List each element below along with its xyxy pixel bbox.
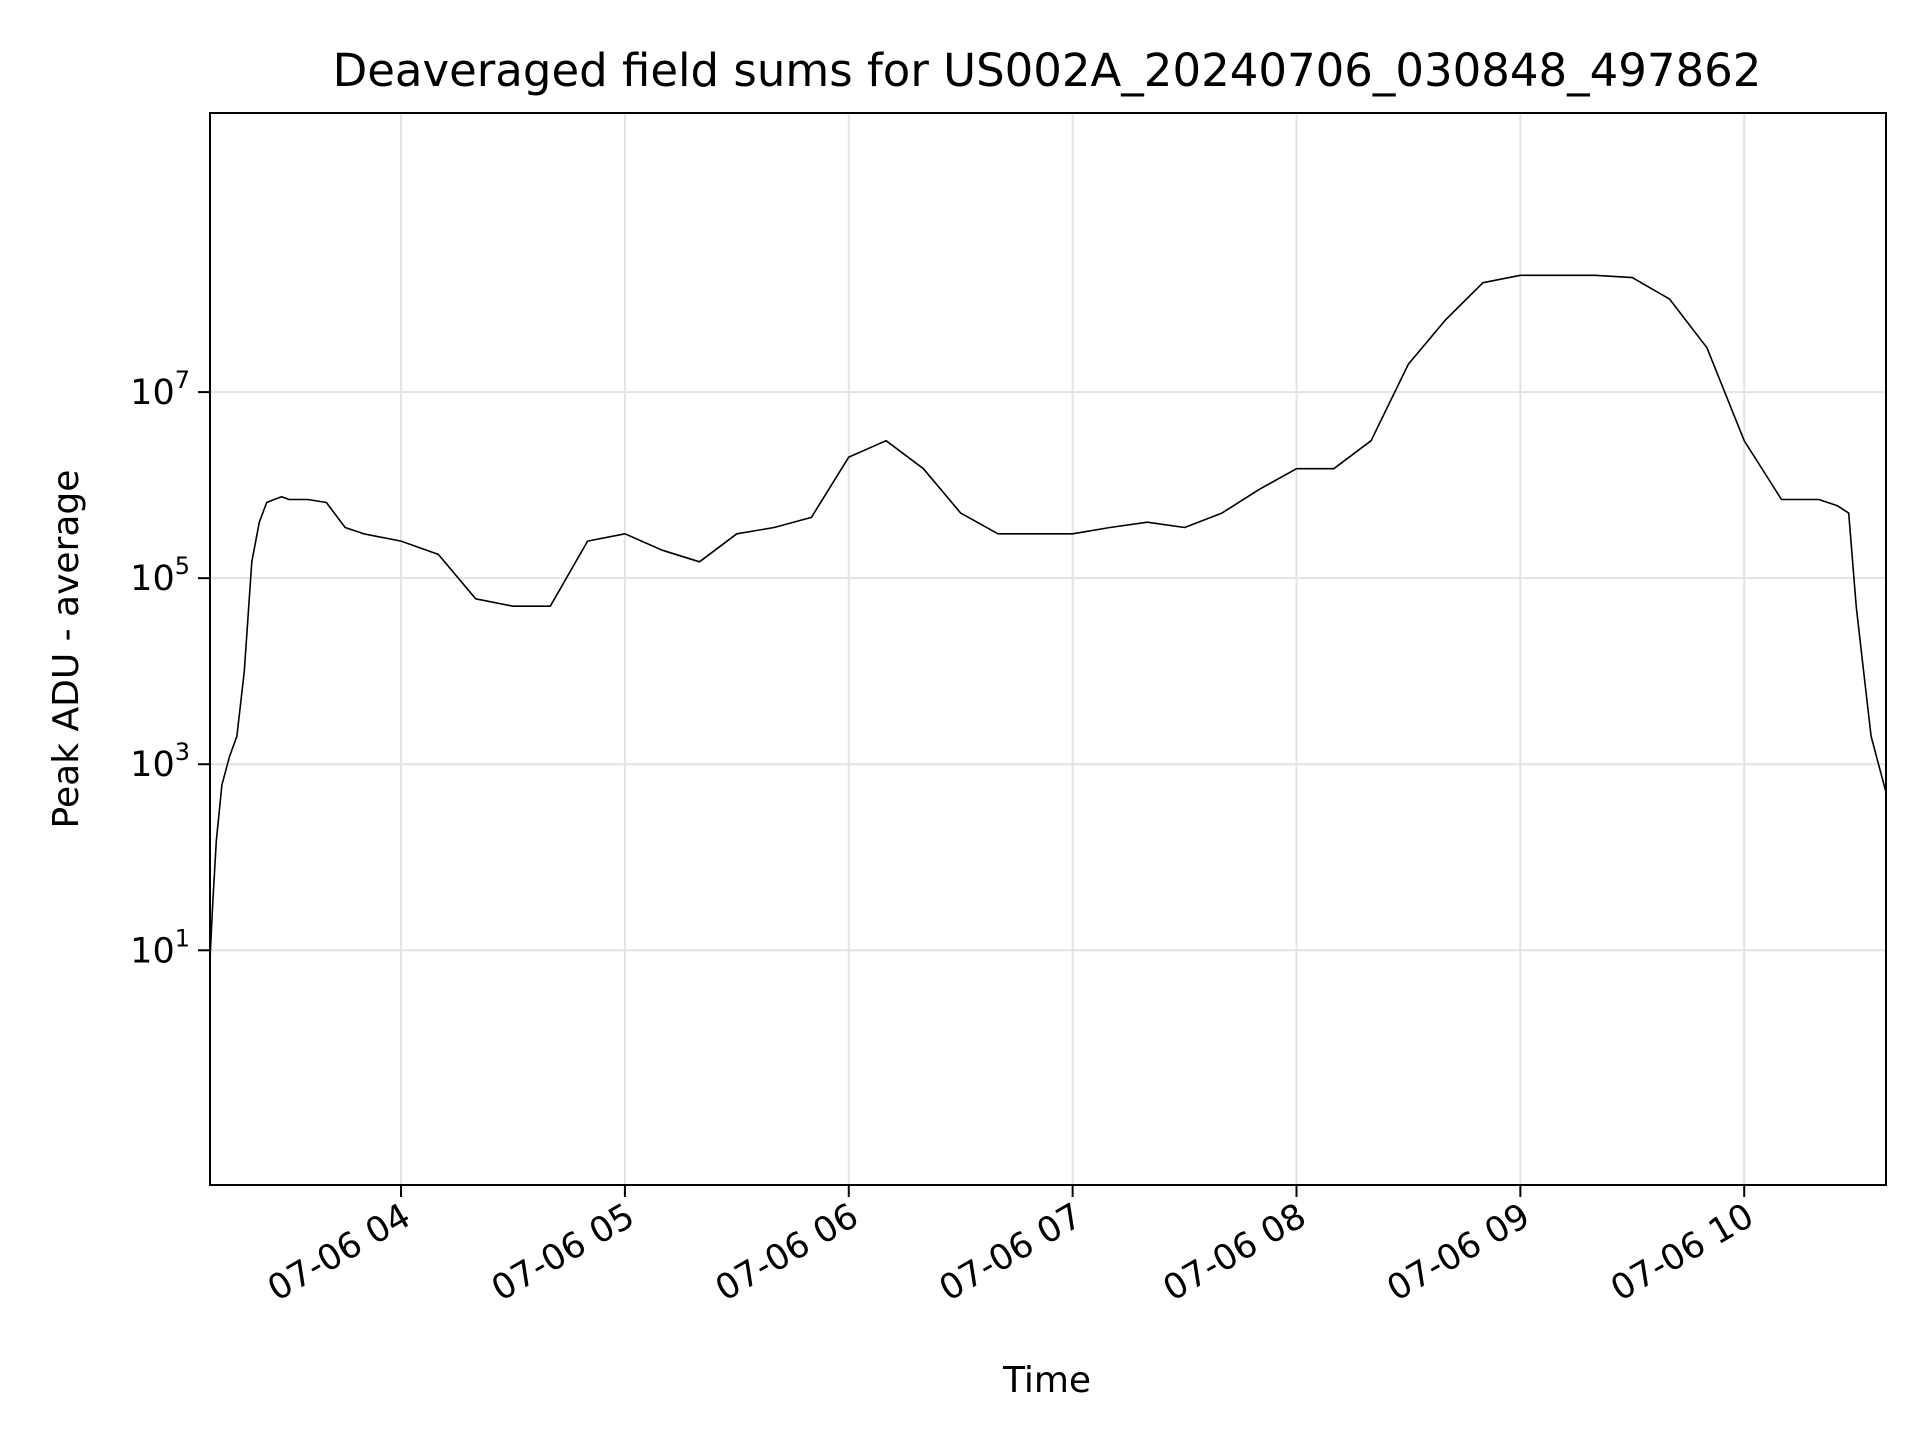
chart-title: Deaveraged field sums for US002A_2024070…: [333, 44, 1762, 97]
data-trace: [209, 274, 1887, 960]
series-line: [209, 274, 1887, 960]
y-tick-label: 101: [130, 924, 190, 971]
grid: [210, 113, 1886, 1185]
y-axis: 101 103 105 107: [130, 366, 210, 971]
y-tick-label: 105: [130, 552, 190, 599]
x-axis-label: Time: [1002, 1360, 1091, 1401]
x-tick-label: 07-06 06: [709, 1196, 865, 1309]
y-axis-label: Peak ADU - average: [46, 470, 87, 829]
x-tick-label: 07-06 05: [485, 1196, 641, 1309]
x-tick-label: 07-06 09: [1381, 1196, 1537, 1309]
x-tick-label: 07-06 10: [1604, 1196, 1760, 1309]
x-tick-label: 07-06 08: [1157, 1196, 1313, 1309]
y-tick-label: 107: [130, 366, 190, 413]
y-tick-label: 103: [130, 738, 190, 785]
x-tick-label: 07-06 07: [933, 1196, 1089, 1309]
plot-frame: [209, 112, 1887, 1186]
x-axis: 07-06 04 07-06 05 07-06 06 07-06 07 07-06 08…: [261, 1185, 1761, 1309]
x-tick-label: 07-06 04: [261, 1196, 417, 1309]
